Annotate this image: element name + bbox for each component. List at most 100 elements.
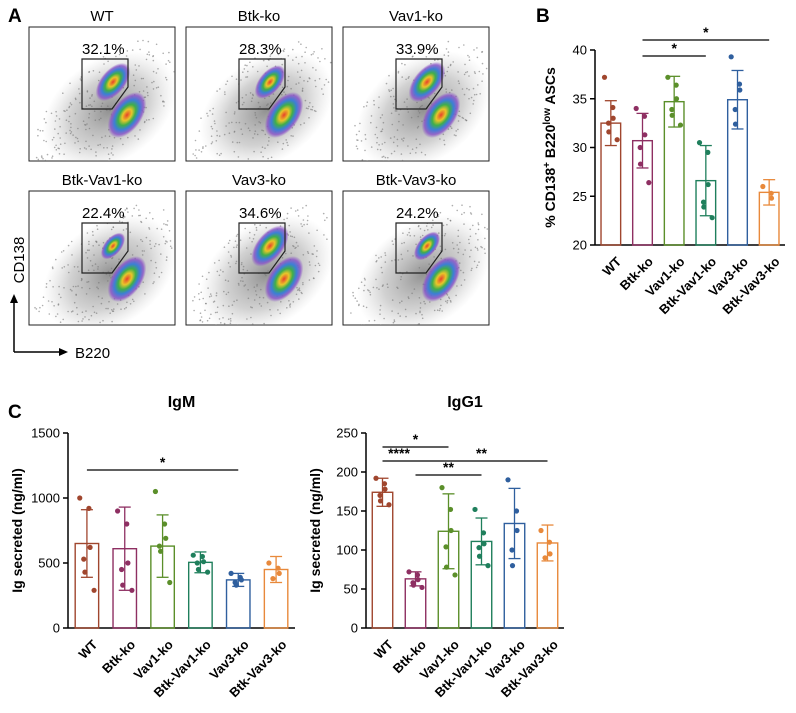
data-point (200, 559, 207, 565)
data-point (275, 565, 281, 571)
flow-plot: Vav1-ko 33.9% (342, 8, 490, 162)
data-point (86, 505, 92, 511)
flow-density-cloud (350, 204, 489, 325)
flow-density-cloud (192, 204, 332, 325)
flow-plot-title: Btk-Vav3-ko (376, 172, 457, 189)
data-point (637, 144, 643, 151)
y-tick-label: 20 (573, 238, 587, 253)
data-point (120, 582, 126, 588)
data-point (276, 570, 282, 577)
y-tick-label: 100 (336, 543, 358, 558)
data-point (124, 521, 130, 527)
data-point (199, 553, 206, 560)
data-point (81, 556, 87, 562)
significance-bracket: ** (415, 445, 548, 462)
bar (225, 579, 251, 629)
significance-bracket: * (642, 40, 706, 57)
y-tick-label: 35 (573, 91, 587, 106)
data-point (614, 137, 620, 143)
flow-plot-title: Btk-Vav1-ko (62, 172, 143, 189)
data-point (233, 582, 239, 588)
data-point (114, 508, 121, 514)
data-point (601, 74, 608, 80)
data-point (665, 74, 671, 80)
chart-title: IgM (168, 394, 196, 411)
y-tick-label: 1000 (31, 491, 60, 506)
significance-label: * (160, 454, 166, 470)
data-point (542, 555, 548, 561)
y-tick-label: 0 (351, 621, 358, 636)
panel-label-a: A (8, 6, 22, 27)
flow-gate (395, 58, 443, 110)
y-tick-label: 40 (573, 43, 587, 58)
data-point (485, 563, 491, 569)
data-point (266, 560, 272, 566)
data-point (414, 572, 421, 578)
flow-plot-title: WT (90, 8, 113, 25)
data-point (701, 204, 707, 210)
data-point (156, 543, 163, 549)
y-tick-label: 250 (336, 426, 358, 441)
data-point (637, 161, 644, 167)
data-point (538, 527, 544, 534)
data-point (190, 552, 196, 558)
y-tick-label: 30 (573, 140, 587, 155)
flow-plot: Btk-Vav3-ko 24.2% (342, 172, 490, 326)
data-point (415, 577, 421, 583)
data-point (373, 475, 379, 481)
data-point (606, 129, 612, 135)
data-point (736, 81, 743, 87)
data-point (610, 115, 616, 121)
data-point (270, 576, 276, 582)
flow-gate-percent: 28.3% (239, 41, 282, 58)
data-point (82, 569, 88, 575)
data-point (514, 527, 520, 534)
data-point (163, 535, 169, 541)
data-point (377, 492, 383, 498)
data-point (443, 564, 450, 570)
error-bar (731, 69, 744, 130)
flow-density-cloud (354, 40, 489, 161)
data-point (410, 582, 417, 588)
error-bar (636, 112, 649, 169)
y-tick-label: 150 (336, 504, 358, 519)
flow-gate-percent: 24.2% (396, 205, 439, 222)
data-point (118, 566, 125, 573)
flow-gate (81, 58, 129, 110)
significance-label: * (413, 431, 419, 447)
flow-gate (238, 222, 286, 274)
flow-gate-percent: 34.6% (239, 205, 282, 222)
data-point (419, 584, 425, 591)
data-point (382, 486, 388, 492)
data-point (505, 477, 511, 483)
data-point (195, 566, 202, 573)
data-point (705, 181, 711, 188)
y-tick-label: 200 (336, 465, 358, 480)
flow-plot-title: Vav3-ko (232, 172, 286, 189)
flow-plot: WT 32.1% (28, 8, 176, 162)
chart-igg1-secretion: IgG1 0 50 100 150 200 250 Ig secreted (ng/ml) WT… (307, 394, 564, 700)
significance-label: * (703, 24, 709, 40)
data-point (509, 563, 516, 569)
data-point (480, 530, 487, 536)
data-point (732, 106, 738, 113)
y-tick-label: 1500 (31, 426, 60, 441)
bar (371, 491, 394, 629)
flow-plot: Btk-Vav1-ko 22.4% (28, 172, 176, 326)
flow-gate-percent: 22.4% (82, 205, 125, 222)
data-point (476, 545, 482, 551)
data-point (605, 120, 612, 126)
flow-gate (238, 58, 286, 110)
data-point (642, 132, 648, 138)
data-point (472, 506, 478, 513)
y-axis-label: Ig secreted (ng/ml) (307, 468, 323, 592)
significance-bracket: **** (382, 445, 416, 462)
flow-x-axis-label: B220 (75, 345, 110, 362)
significance-bracket: ** (415, 459, 482, 476)
data-point (161, 521, 168, 527)
data-point (509, 547, 515, 553)
data-point (194, 560, 200, 566)
flow-plot-title: Vav1-ko (389, 8, 443, 25)
